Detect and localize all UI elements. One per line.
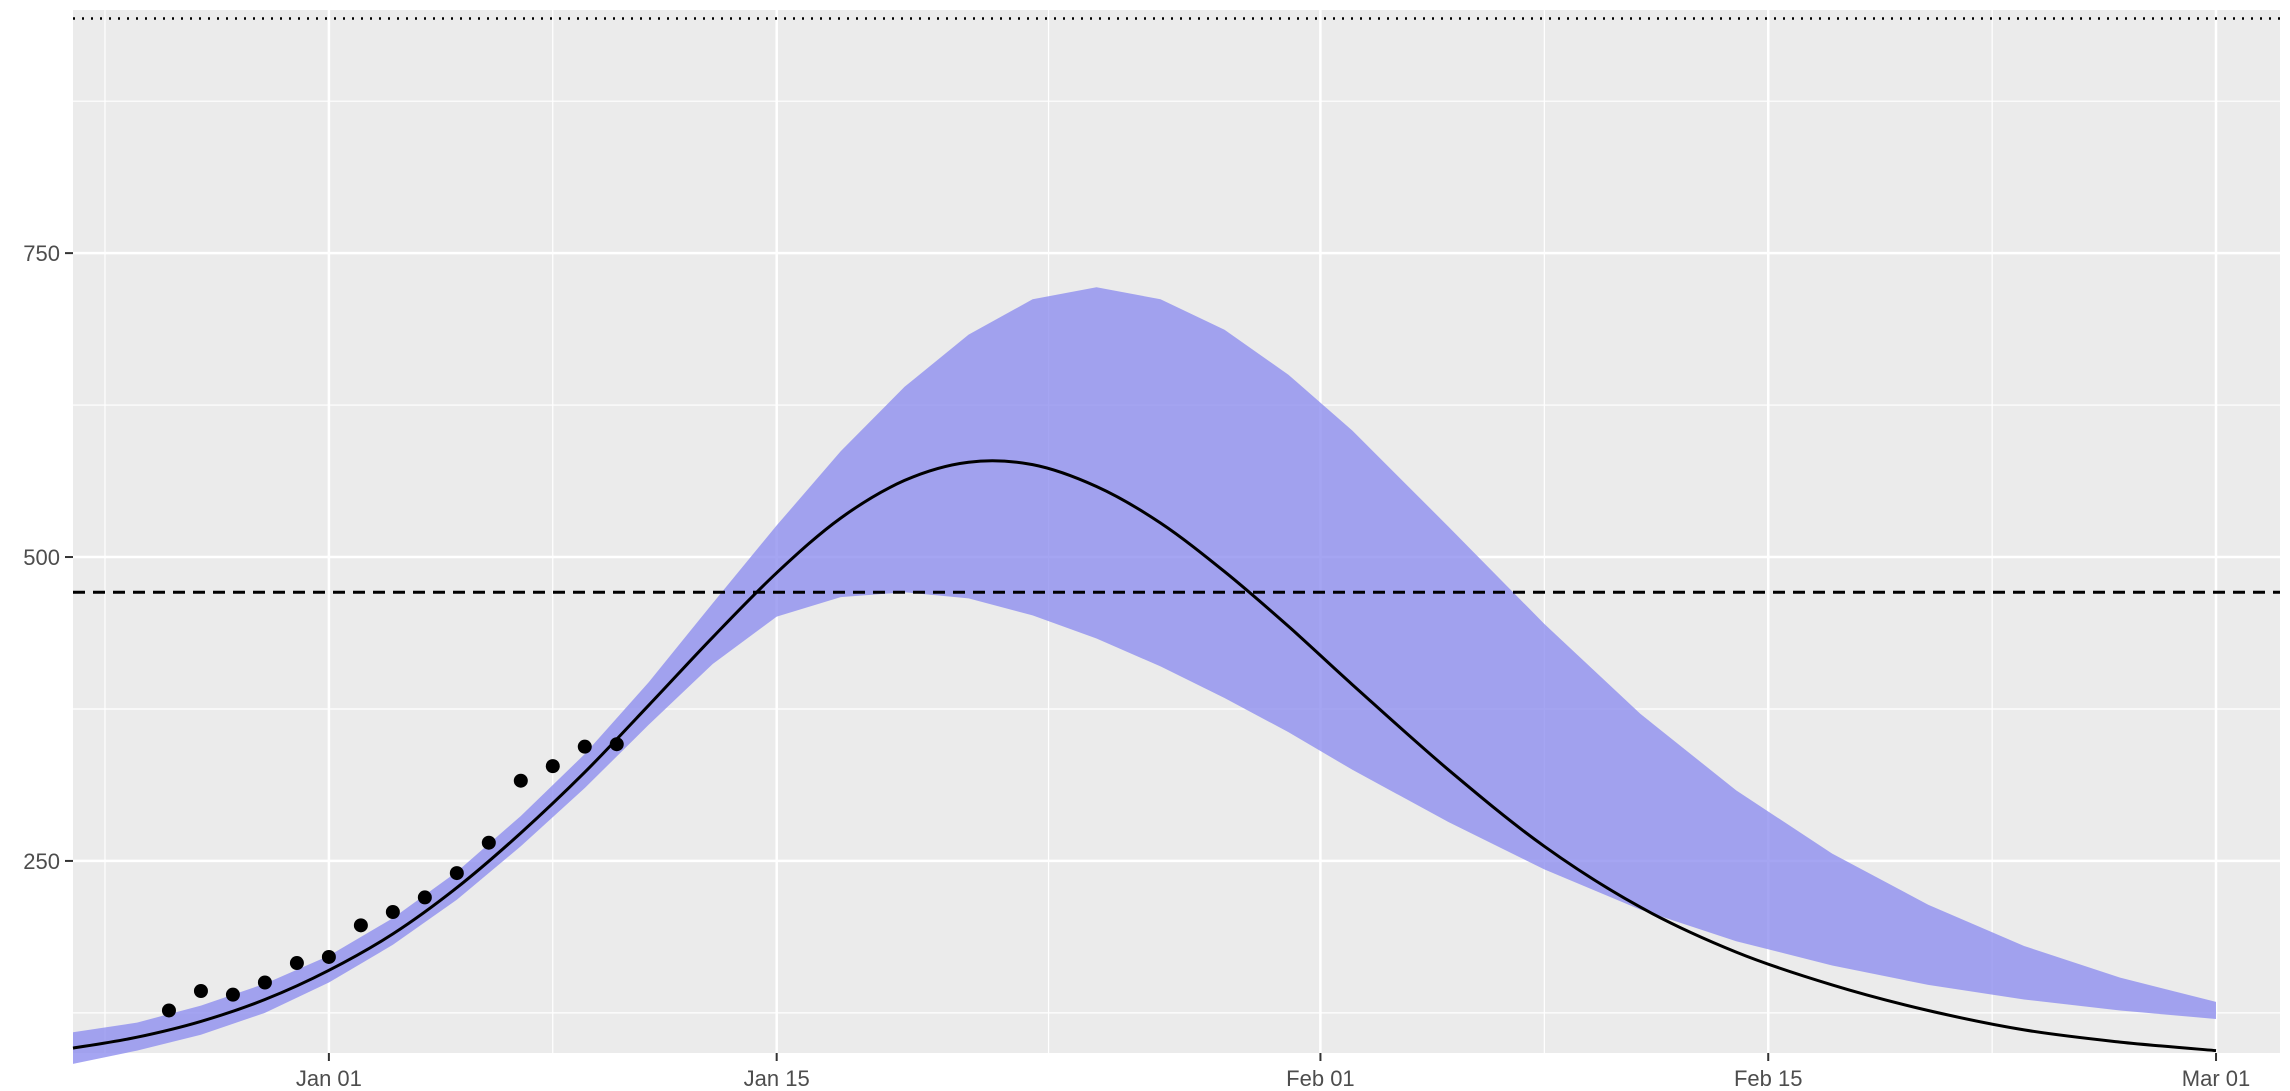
x-tick-label: Jan 01 bbox=[296, 1066, 362, 1091]
reference-lines bbox=[73, 17, 2280, 594]
observed-point bbox=[577, 739, 592, 754]
observed-point bbox=[417, 890, 432, 905]
observed-point bbox=[193, 984, 208, 999]
observed-point bbox=[225, 987, 240, 1002]
observed-point bbox=[513, 773, 528, 788]
observed-point bbox=[609, 737, 624, 752]
observed-point bbox=[353, 918, 368, 933]
ribbon-area bbox=[73, 287, 2216, 1064]
x-tick-label: Jan 15 bbox=[744, 1066, 810, 1091]
fitted-line bbox=[72, 459, 2217, 1053]
y-tick-label: 750 bbox=[23, 241, 60, 266]
observed-point bbox=[257, 975, 272, 990]
confidence-ribbon bbox=[73, 287, 2216, 1064]
observed-point bbox=[161, 1003, 176, 1018]
observed-point bbox=[289, 956, 304, 971]
observed-points bbox=[161, 737, 624, 1018]
observed-point bbox=[321, 949, 336, 964]
fitted-curve bbox=[72, 459, 2217, 1053]
y-tick-label: 250 bbox=[23, 849, 60, 874]
x-tick-label: Mar 01 bbox=[2182, 1066, 2250, 1091]
x-tick-label: Feb 15 bbox=[1734, 1066, 1803, 1091]
observed-point bbox=[385, 904, 400, 919]
y-tick-label: 500 bbox=[23, 545, 60, 570]
axes: 250 500 750 Jan 01 Jan 15 Feb 01 Feb 15 Mar 01 bbox=[23, 241, 2250, 1091]
observed-point bbox=[481, 835, 496, 850]
observed-point bbox=[449, 866, 464, 881]
observed-point bbox=[545, 759, 560, 774]
x-tick-label: Feb 01 bbox=[1286, 1066, 1355, 1091]
